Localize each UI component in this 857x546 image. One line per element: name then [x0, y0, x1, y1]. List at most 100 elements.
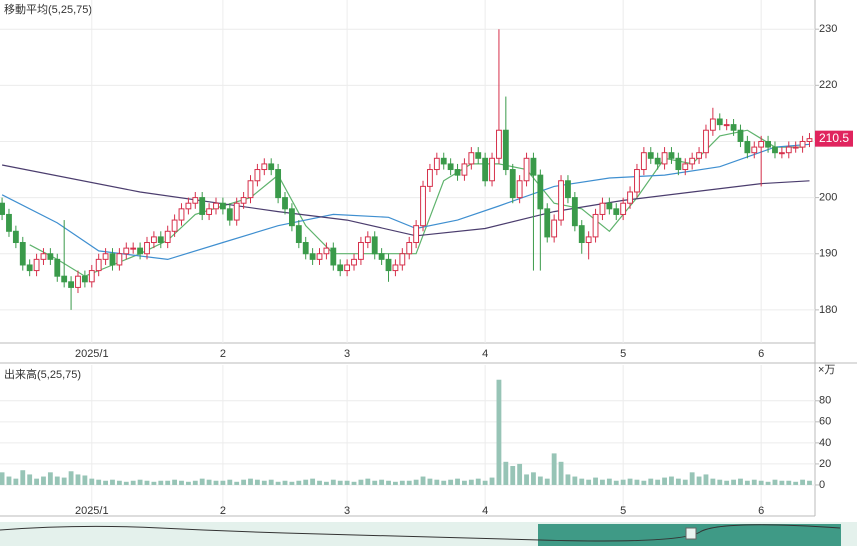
- candle-body: [723, 124, 730, 127]
- volume-bar: [751, 479, 757, 485]
- candle-body: [295, 225, 302, 244]
- volume-bar: [261, 480, 267, 485]
- candle-body: [544, 208, 551, 238]
- candle-body: [551, 219, 558, 238]
- candle-body: [130, 247, 137, 250]
- candle-body: [627, 191, 633, 204]
- candle-body: [592, 213, 599, 238]
- candle-body: [302, 242, 309, 255]
- candle-body: [682, 163, 689, 171]
- volume-bar: [510, 466, 516, 485]
- y-tick-label: 200: [819, 192, 837, 204]
- candle-body: [689, 157, 696, 165]
- volume-bar: [358, 479, 364, 485]
- volume-bar: [675, 478, 681, 485]
- candle-body: [137, 247, 144, 255]
- volume-bar: [496, 379, 502, 485]
- volume-bar: [765, 481, 771, 485]
- volume-bar: [641, 480, 647, 485]
- volume-bar: [662, 477, 667, 485]
- volume-bar: [379, 479, 385, 485]
- volume-bar: [682, 479, 688, 485]
- y-tick-label: 180: [819, 304, 837, 316]
- candle-body: [730, 124, 737, 131]
- volume-bar: [593, 477, 598, 485]
- candle-body: [709, 118, 716, 131]
- candle-body: [758, 140, 765, 148]
- volume-bar: [310, 478, 316, 485]
- candle-body: [516, 180, 523, 199]
- volume-bar: [75, 474, 81, 485]
- volume-bar: [558, 461, 564, 485]
- candle-body: [399, 253, 406, 266]
- navigator[interactable]: [0, 522, 857, 546]
- candle-body: [88, 270, 95, 283]
- volume-bar: [455, 478, 460, 485]
- candle-body: [454, 169, 461, 176]
- y-tick-label: 80: [819, 395, 831, 407]
- volume-bar: [365, 478, 371, 485]
- candle-body: [54, 258, 61, 277]
- candle-body: [337, 264, 344, 272]
- candle-body: [213, 202, 219, 210]
- candle-body: [744, 140, 751, 154]
- volume-bar: [89, 478, 95, 485]
- x-tick-label: 2025/1: [75, 505, 109, 517]
- candle-body: [123, 247, 130, 255]
- volume-bar: [524, 474, 529, 485]
- candle-body: [565, 180, 571, 199]
- volume-bar: [565, 474, 571, 485]
- candle-body: [47, 253, 54, 260]
- candle-body: [647, 152, 654, 159]
- candle-body: [765, 140, 771, 148]
- candle-body: [192, 197, 199, 204]
- volume-bar: [289, 481, 295, 485]
- volume-bar: [337, 480, 343, 485]
- candle-body: [309, 253, 316, 260]
- candle-body: [668, 152, 675, 159]
- candle-body: [599, 202, 606, 215]
- candle-body: [489, 157, 495, 182]
- navigator-handle[interactable]: [685, 527, 697, 540]
- volume-bar: [786, 480, 792, 485]
- volume-bar: [655, 479, 661, 485]
- candle-body: [772, 146, 778, 154]
- volume-bar: [634, 479, 640, 485]
- volume-bar: [158, 480, 164, 485]
- candle-body: [358, 242, 364, 260]
- candle-body: [150, 236, 157, 244]
- candle-body: [81, 275, 88, 283]
- volume-bar: [544, 478, 550, 485]
- candle-body: [12, 230, 19, 244]
- y-unit: ×万: [818, 364, 835, 376]
- volume-bar: [717, 479, 723, 485]
- volume-bar: [441, 480, 447, 485]
- y-tick-label: 0: [819, 479, 825, 491]
- candle-body: [792, 146, 799, 149]
- pane-title: 出来高(5,25,75): [4, 367, 81, 381]
- candle-body: [61, 275, 68, 283]
- volume-bar: [703, 474, 709, 485]
- volume-bar: [47, 472, 53, 485]
- candle-body: [661, 152, 668, 165]
- volume-bar: [399, 480, 405, 485]
- candle-body: [268, 163, 275, 171]
- pane-title: 移動平均(5,25,75): [4, 2, 92, 16]
- volume-bar: [199, 478, 205, 485]
- volume-bar: [323, 481, 329, 485]
- candle-body: [530, 157, 537, 176]
- volume-bar: [165, 480, 171, 485]
- volume-bar: [420, 476, 426, 485]
- volume-bar: [600, 479, 605, 485]
- candle-body: [461, 163, 468, 176]
- candle-body: [385, 258, 392, 272]
- candle-body: [275, 169, 282, 199]
- candle-body: [240, 197, 247, 204]
- volume-bar: [248, 478, 253, 485]
- candle-body: [95, 258, 102, 272]
- volume-bar: [254, 479, 260, 485]
- volume-bar: [482, 480, 488, 485]
- volume-bar: [468, 479, 474, 485]
- volume-bar: [110, 479, 115, 485]
- candle-body: [634, 169, 640, 193]
